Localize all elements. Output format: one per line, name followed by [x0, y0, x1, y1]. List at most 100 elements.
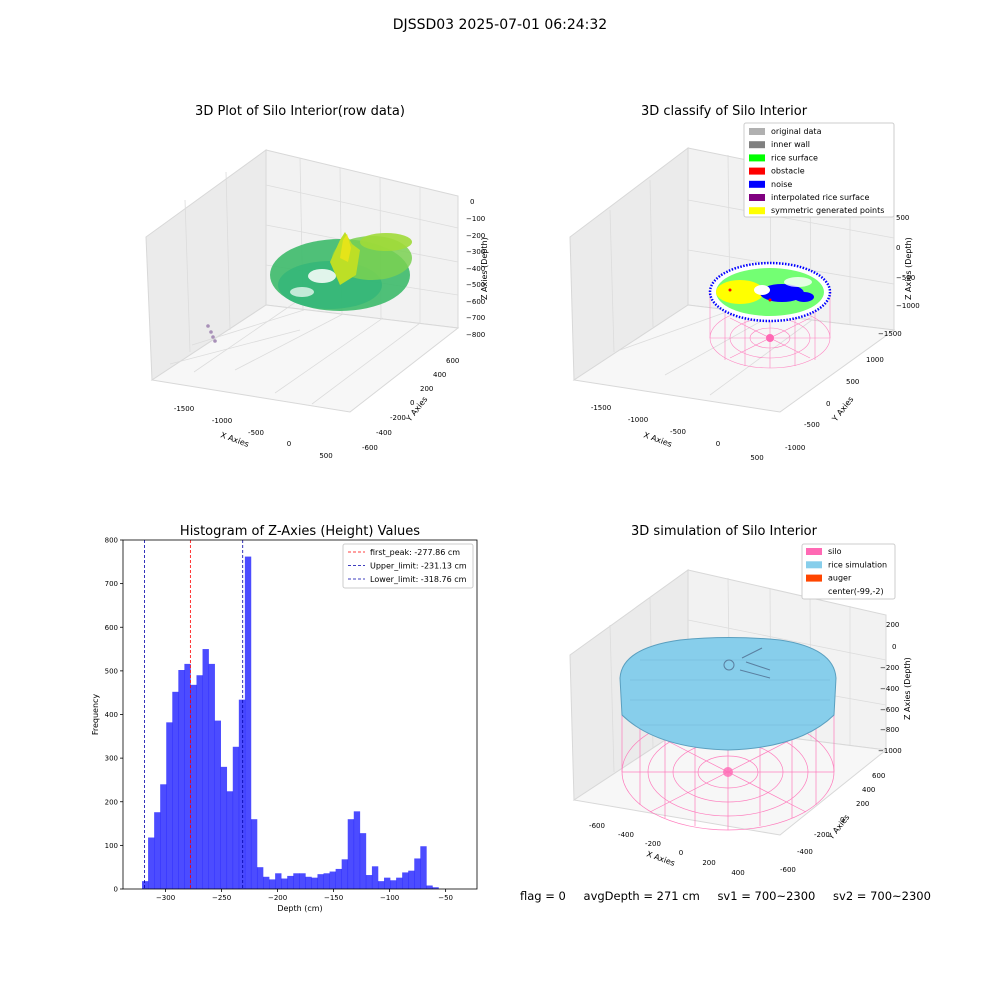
plot1-x-tick: 0	[287, 440, 291, 448]
plot1-x-tick: 500	[319, 452, 332, 460]
plot1-y-label: Y Axies	[404, 395, 430, 424]
plot1-z-tick: −700	[466, 314, 485, 322]
plot1-x-tick: -1500	[174, 405, 194, 413]
plot2-y-tick: 500	[846, 378, 859, 386]
plot1-z-tick: −600	[466, 298, 485, 306]
plot2-legend-label: obstacle	[771, 167, 805, 176]
histogram-bar	[353, 811, 361, 889]
plot2-y-tick: 0	[826, 400, 830, 408]
histogram-bar	[384, 877, 391, 889]
histogram-bar	[311, 877, 318, 889]
plot2-legend-swatch	[749, 167, 765, 175]
histogram-y-tick: 500	[105, 667, 118, 675]
histogram-legend-label: Lower_limit: -318.76 cm	[370, 575, 467, 584]
histogram-y-tick: 200	[105, 798, 118, 806]
plot1-z-tick: −300	[466, 248, 485, 256]
histogram-x-tick: −250	[212, 894, 231, 902]
histogram-bar	[172, 691, 179, 889]
flag-value: flag = 0	[520, 889, 566, 903]
plot2-x-tick: -500	[670, 428, 686, 436]
histogram-bar	[214, 720, 221, 889]
plot4-legend-label: silo	[828, 547, 842, 556]
plot2-y-label: Y Axies	[830, 395, 856, 424]
figure-title: DJSSD03 2025-07-01 06:24:32	[392, 17, 608, 33]
histogram-y-tick: 600	[105, 624, 118, 632]
plot2-legend: original data inner wall rice surface obsta…	[743, 122, 895, 218]
histogram-bar	[190, 684, 197, 889]
plot4-legend-swatch	[806, 548, 822, 555]
plot2-x-tick: 500	[750, 454, 763, 462]
plot4-legend-swatch	[806, 561, 822, 569]
histogram-bar	[256, 867, 264, 889]
plot1-y-tick: 600	[446, 357, 459, 365]
avg-depth-value: avgDepth = 271 cm	[583, 889, 700, 903]
histogram-x-tick: −300	[156, 894, 175, 902]
plot4-x-tick: -600	[589, 822, 605, 830]
histogram-bar	[154, 812, 161, 889]
plot2-title: 3D classify of Silo Interior	[640, 104, 808, 119]
histogram-bar	[196, 675, 203, 889]
histogram-legend-label: Upper_limit: -231.13 cm	[370, 562, 467, 571]
plot4-y-tick: 400	[862, 786, 875, 794]
histogram-bar	[414, 858, 421, 889]
plot2-y-tick: -500	[804, 421, 820, 429]
plot1-title: 3D Plot of Silo Interior(row data)	[195, 104, 405, 119]
histogram-bar	[244, 556, 252, 889]
plot4-z-tick: −1000	[878, 747, 902, 755]
histogram-bar	[293, 873, 300, 889]
histogram-bar	[178, 670, 185, 889]
histogram-y-label: Frequency	[91, 694, 100, 736]
histogram-bar	[166, 722, 173, 889]
histogram-bar	[287, 875, 294, 889]
plot2-x-tick: -1000	[628, 416, 648, 424]
plot2-z-tick: −500	[896, 274, 915, 282]
histogram-bar	[317, 874, 324, 889]
histogram-bar	[250, 819, 258, 889]
histogram-bar	[281, 878, 288, 889]
plot4-legend-label: rice simulation	[828, 560, 887, 569]
plot4-x-tick: 400	[731, 869, 744, 877]
plot2-legend-label: interpolated rice surface	[771, 193, 869, 202]
histogram-bar	[390, 880, 397, 889]
histogram-bar	[420, 846, 427, 889]
plot4-y-tick: -400	[797, 848, 813, 856]
histogram-bar	[184, 663, 191, 889]
histogram-bar	[341, 859, 349, 889]
histogram-x-tick: −200	[268, 894, 287, 902]
plot1-y-tick: 200	[420, 385, 433, 393]
plot1-x-tick: -1000	[212, 417, 232, 425]
plot4-y-label: Y Axies	[826, 813, 852, 842]
plot2-y-tick: -1000	[785, 444, 805, 452]
histogram-bar	[263, 876, 270, 889]
plot2-legend-label: original data	[771, 127, 822, 136]
plot4-y-tick: 600	[872, 772, 885, 780]
plot1-z-tick: 0	[470, 198, 474, 206]
plot2-z-label: Z Axies (Depth)	[904, 237, 913, 300]
histogram-y-tick: 300	[105, 755, 118, 763]
histogram-bar	[238, 699, 246, 889]
plot1-z-tick: −400	[466, 265, 485, 273]
histogram-title: Histogram of Z-Axies (Height) Values	[179, 524, 421, 539]
plot1-z-tick: −200	[466, 232, 485, 240]
histogram-bar	[142, 881, 149, 889]
plot2-z-tick: 0	[896, 244, 900, 252]
plot2-legend-swatch	[749, 180, 765, 188]
plot4-z-tick: −600	[880, 706, 899, 714]
histogram-y-tick: 800	[105, 537, 118, 545]
histogram-bar	[323, 873, 330, 889]
plot1-x-label: X Axies	[219, 430, 250, 449]
plot4-y-tick: 0	[840, 816, 844, 824]
plot2-legend-swatch	[749, 141, 765, 149]
plot1-y-tick: 0	[410, 399, 414, 407]
histogram-bar	[202, 649, 209, 889]
histogram-bar	[371, 866, 379, 889]
plot1-y-tick: 400	[433, 371, 446, 379]
plot2-legend-label: symmetric generated points	[771, 206, 884, 215]
histogram-bar	[299, 873, 306, 889]
plot4-x-label: X Axies	[645, 849, 676, 868]
histogram-bar	[432, 887, 439, 889]
plot1-y-tick: -200	[390, 414, 406, 422]
plot4-y-tick: -600	[780, 866, 796, 874]
histogram-bar	[220, 766, 228, 889]
plot1-x-tick: -500	[248, 429, 264, 437]
